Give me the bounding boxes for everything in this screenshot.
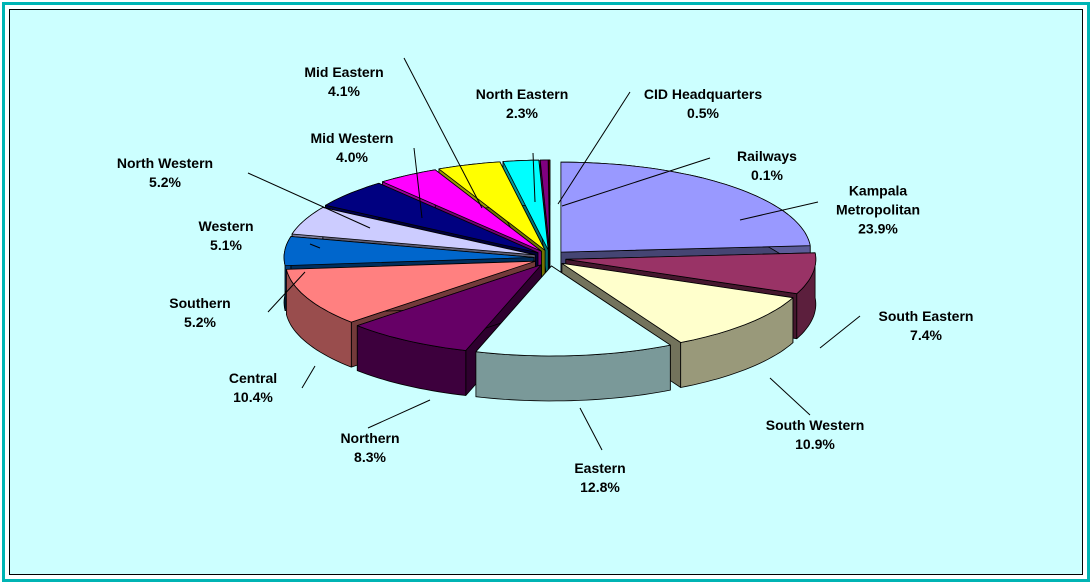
slice-top	[291, 207, 536, 256]
category-label: Mid Western	[310, 130, 394, 146]
slice-top	[560, 161, 811, 253]
value-label: 10.9%	[795, 436, 835, 452]
leader-line	[769, 377, 811, 416]
data-label: South Eastern 7.4%	[879, 307, 974, 345]
data-label: Mid Eastern 4.1%	[304, 63, 383, 101]
category-label: Mid Eastern	[304, 64, 384, 80]
data-label: Western 5.1%	[199, 217, 254, 255]
value-label: 12.8%	[580, 479, 620, 495]
data-label: Central 10.4%	[229, 369, 277, 407]
value-label: 0.1%	[751, 167, 783, 183]
data-label: North Eastern 2.3%	[476, 85, 569, 123]
category-label: North Western	[116, 155, 214, 171]
data-label: South Western 10.9%	[766, 416, 865, 454]
value-label: 4.1%	[328, 83, 360, 99]
category-label: Eastern	[574, 460, 626, 476]
leader-line	[739, 201, 819, 221]
leader-line	[413, 147, 423, 219]
data-label: Railways 0.1%	[737, 147, 797, 185]
leader-line	[819, 315, 861, 349]
leader-line	[301, 365, 316, 389]
leader-line	[561, 157, 711, 207]
data-label: Mid Western 4.0%	[311, 129, 394, 167]
value-label: 7.4%	[910, 327, 942, 343]
slice-top	[539, 159, 550, 251]
category-label: CID Headquarters	[643, 86, 763, 102]
data-label: North Western 5.2%	[117, 154, 213, 192]
slice-top	[502, 159, 549, 251]
category-label: Northern	[340, 430, 400, 446]
value-label: 5.1%	[210, 237, 242, 253]
value-label: 23.9%	[858, 220, 898, 237]
value-label: 8.3%	[354, 449, 386, 465]
category-label: Western	[198, 218, 254, 234]
leader-line	[557, 91, 631, 205]
plot-area: Kampala Metropolitan 23.9% South Eastern 7.…	[9, 9, 1083, 575]
slice-top	[565, 252, 817, 295]
slice-top	[438, 161, 546, 251]
value-label: 0.5%	[687, 105, 719, 121]
category-label: South Western	[765, 417, 865, 433]
leader-line	[267, 271, 306, 313]
category-label: North Eastern	[475, 86, 569, 102]
slice-top	[283, 236, 535, 267]
data-label: Eastern 12.8%	[574, 459, 625, 497]
category-label: Southern	[169, 295, 231, 311]
category-label: Kampala Metropolitan	[836, 182, 920, 218]
leader-line	[579, 407, 603, 451]
category-label: Railways	[737, 148, 797, 164]
slice-top	[475, 265, 671, 357]
value-label: 2.3%	[506, 105, 538, 121]
category-label: South Eastern	[878, 308, 974, 324]
pie-slice	[475, 265, 671, 402]
leader-line	[532, 152, 536, 203]
slice-top	[325, 182, 539, 254]
value-label: 5.2%	[149, 174, 181, 190]
leader-line	[367, 399, 431, 429]
slice-top	[561, 262, 794, 343]
data-label: Southern 5.2%	[169, 294, 230, 332]
slice-top	[356, 264, 542, 351]
leader-line	[247, 172, 371, 229]
category-label: Central	[228, 370, 278, 386]
data-label: Kampala Metropolitan 23.9%	[823, 182, 933, 239]
value-label: 4.0%	[336, 149, 368, 165]
slice-top	[381, 169, 542, 252]
leader-line	[309, 243, 321, 249]
value-label: 5.2%	[184, 314, 216, 330]
data-label: CID Headquarters 0.5%	[644, 85, 762, 123]
chart	[247, 57, 861, 451]
slice-top	[285, 260, 536, 323]
data-label: Northern 8.3%	[340, 429, 399, 467]
value-label: 10.4%	[233, 389, 273, 405]
leader-line	[403, 57, 483, 209]
